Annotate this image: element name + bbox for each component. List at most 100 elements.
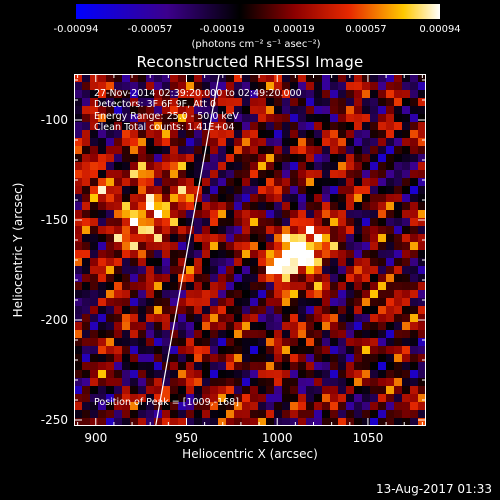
heatmap-cell xyxy=(170,274,179,283)
heatmap-cell xyxy=(82,242,91,251)
heatmap-cell xyxy=(194,330,203,339)
heatmap-cell xyxy=(114,138,123,147)
heatmap-cell xyxy=(114,410,123,419)
heatmap-cell xyxy=(162,402,171,411)
heatmap-cell xyxy=(130,186,139,195)
heatmap-cell xyxy=(346,90,355,99)
heatmap-cell xyxy=(226,290,235,299)
heatmap-cell xyxy=(178,114,187,123)
heatmap-cell xyxy=(242,194,251,203)
heatmap-cell xyxy=(282,298,291,307)
heatmap-cell xyxy=(162,106,171,115)
heatmap-cell xyxy=(146,202,155,211)
heatmap-cell xyxy=(178,210,187,219)
x-tick-label: 900 xyxy=(84,431,108,445)
heatmap-cell xyxy=(194,418,203,426)
heatmap-cell xyxy=(370,170,379,179)
heatmap-cell xyxy=(226,258,235,267)
heatmap-cell xyxy=(130,146,139,155)
heatmap-cell xyxy=(402,90,411,99)
heatmap-cell xyxy=(74,394,83,403)
heatmap-cell xyxy=(394,122,403,131)
heatmap-cell xyxy=(418,242,426,251)
heatmap-cell xyxy=(346,378,355,387)
heatmap-cell xyxy=(362,242,371,251)
heatmap-cell xyxy=(98,322,107,331)
heatmap-cell xyxy=(234,162,243,171)
heatmap-cell xyxy=(410,314,419,323)
heatmap-cell xyxy=(226,298,235,307)
heatmap-cell xyxy=(282,322,291,331)
heatmap-cell xyxy=(386,258,395,267)
heatmap-cell xyxy=(210,218,219,227)
heatmap-cell xyxy=(114,282,123,291)
heatmap-cell xyxy=(314,314,323,323)
heatmap-cell xyxy=(210,82,219,91)
heatmap-cell xyxy=(394,274,403,283)
heatmap-cell xyxy=(410,98,419,107)
heatmap-cell xyxy=(98,106,107,115)
heatmap-cell xyxy=(98,394,107,403)
heatmap-cell xyxy=(330,306,339,315)
heatmap-cell xyxy=(394,82,403,91)
heatmap-cell xyxy=(194,274,203,283)
heatmap-cell xyxy=(266,306,275,315)
heatmap-cell xyxy=(122,378,131,387)
heatmap-cell xyxy=(322,218,331,227)
heatmap-cell xyxy=(306,362,315,371)
heatmap-cell xyxy=(242,282,251,291)
heatmap-cell xyxy=(282,194,291,203)
heatmap-cell xyxy=(178,322,187,331)
heatmap-cell xyxy=(402,418,411,426)
heatmap-cell xyxy=(354,274,363,283)
heatmap-cell xyxy=(338,82,347,91)
heatmap-cell xyxy=(90,186,99,195)
heatmap-cell xyxy=(386,226,395,235)
heatmap-cell xyxy=(226,194,235,203)
heatmap-cell xyxy=(370,218,379,227)
heatmap-cell xyxy=(130,330,139,339)
heatmap-cell xyxy=(242,258,251,267)
heatmap-cell xyxy=(234,362,243,371)
heatmap-cell xyxy=(154,258,163,267)
heatmap-cell xyxy=(210,234,219,243)
heatmap-cell xyxy=(354,74,363,83)
heatmap-cell xyxy=(290,226,299,235)
heatmap-cell xyxy=(322,250,331,259)
heatmap-cell xyxy=(82,290,91,299)
heatmap-cell xyxy=(130,138,139,147)
heatmap-cell xyxy=(322,338,331,347)
heatmap-cell xyxy=(82,394,91,403)
heatmap-cell xyxy=(314,362,323,371)
heatmap-cell xyxy=(306,154,315,163)
heatmap-cell xyxy=(210,226,219,235)
heatmap-cell xyxy=(74,98,83,107)
heatmap-cell xyxy=(146,402,155,411)
heatmap-cell xyxy=(162,298,171,307)
heatmap-cell xyxy=(402,82,411,91)
heatmap-cell xyxy=(410,298,419,307)
heatmap-cell xyxy=(282,210,291,219)
heatmap-cell xyxy=(282,266,291,275)
heatmap-cell xyxy=(114,186,123,195)
heatmap-cell xyxy=(354,186,363,195)
heatmap-cell xyxy=(138,386,147,395)
heatmap-cell xyxy=(114,362,123,371)
heatmap-cell xyxy=(290,370,299,379)
heatmap-cell xyxy=(170,114,179,123)
heatmap-cell xyxy=(106,258,115,267)
heatmap-cell xyxy=(194,146,203,155)
heatmap-cell xyxy=(122,114,131,123)
heatmap-cell xyxy=(234,226,243,235)
heatmap-cell xyxy=(282,386,291,395)
heatmap-cell xyxy=(138,226,147,235)
heatmap-cell xyxy=(370,242,379,251)
heatmap-cell xyxy=(346,410,355,419)
heatmap-cell xyxy=(218,90,227,99)
heatmap-cell xyxy=(266,418,275,426)
heatmap-cell xyxy=(378,386,387,395)
heatmap-cell xyxy=(90,138,99,147)
heatmap-cell xyxy=(106,154,115,163)
heatmap-cell xyxy=(378,138,387,147)
heatmap-cell xyxy=(290,106,299,115)
